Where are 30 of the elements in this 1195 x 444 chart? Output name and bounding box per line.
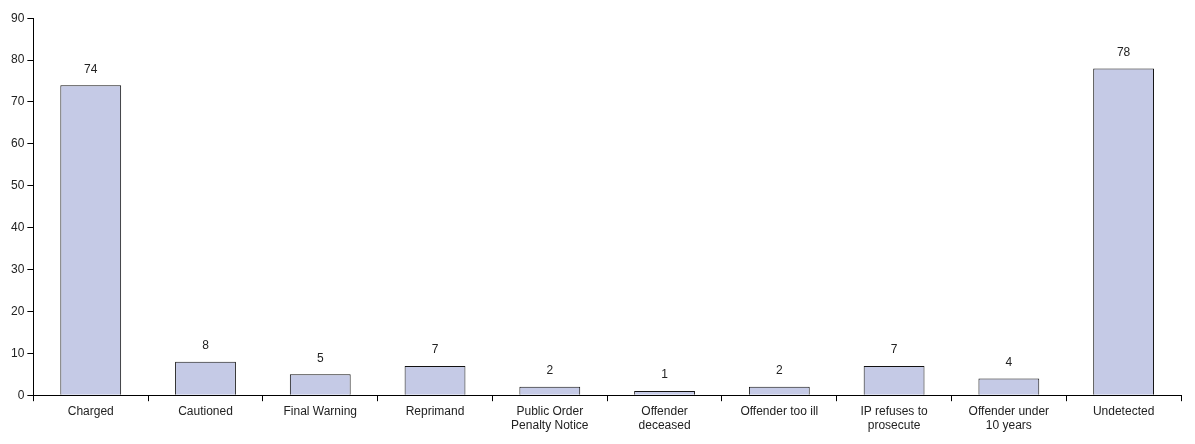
x-tick-label: Offender too ill: [740, 403, 819, 418]
data-label: 5: [316, 350, 324, 365]
x-tick-label: Offender deceased: [638, 403, 691, 433]
data-label: 8: [202, 338, 210, 352]
y-tick-label: 50: [10, 178, 25, 193]
data-label: 2: [775, 363, 783, 378]
x-tick-label: Cautioned: [178, 403, 233, 418]
y-tick-label: 90: [10, 10, 25, 25]
data-label: 4: [1005, 354, 1013, 369]
x-tick-label: Charged: [67, 403, 114, 418]
data-label: 7: [890, 342, 898, 357]
data-label: 1: [661, 367, 669, 382]
x-tick-label: Public Order Penalty Notice: [511, 403, 589, 433]
data-label: 2: [546, 363, 554, 378]
y-tick-label: 60: [10, 136, 25, 151]
y-tick-label: 70: [10, 94, 25, 109]
x-tick-label: Final Warning: [283, 403, 358, 418]
x-tick-label: Undetected: [1092, 403, 1155, 418]
y-tick-label: 80: [10, 52, 25, 67]
data-label: 7: [431, 342, 439, 357]
x-tick-label: Offender under 10 years: [968, 403, 1050, 433]
y-tick-label: 10: [10, 345, 25, 360]
y-tick-label: 20: [10, 303, 25, 318]
y-tick-label: 0: [17, 387, 25, 402]
y-tick-label: 40: [10, 219, 25, 234]
x-tick-label: IP refuses to prosecute: [860, 403, 928, 433]
data-label: 74: [84, 61, 98, 76]
data-label: 78: [1116, 44, 1131, 59]
y-tick-label: 30: [10, 261, 25, 276]
x-tick-label: Reprimand: [405, 403, 465, 418]
